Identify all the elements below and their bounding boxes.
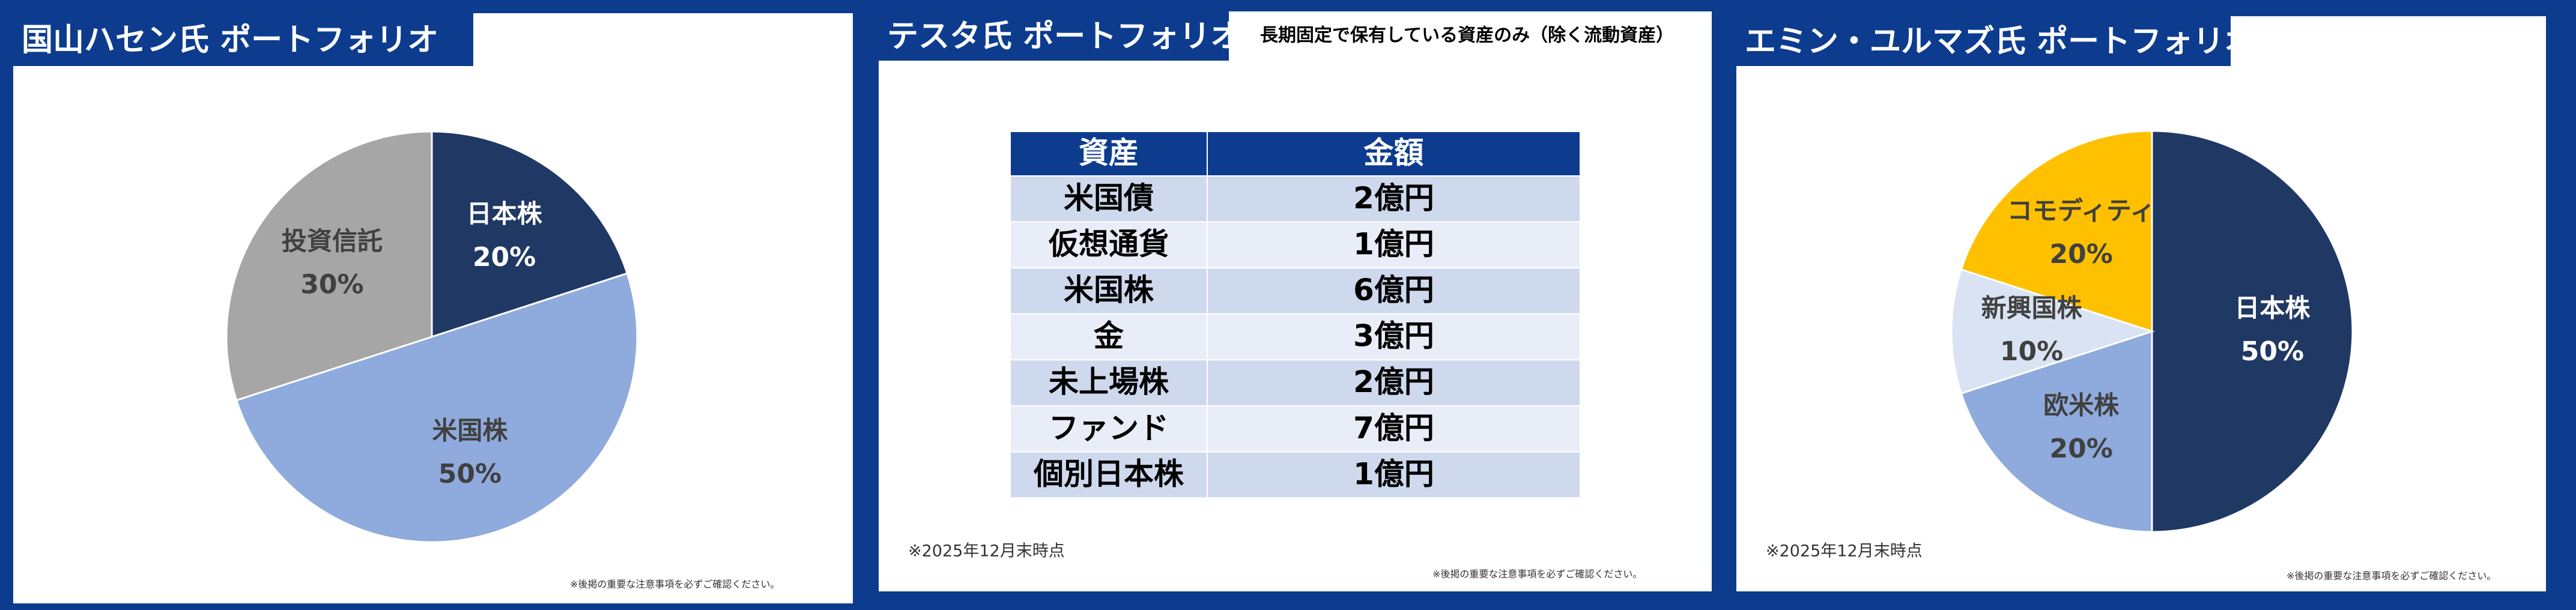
slice-label: 新興国株 [1981, 294, 2083, 323]
slice-value-label: 30% [300, 269, 363, 300]
table-cell-text: ファンド [1049, 411, 1169, 445]
table-cell [1207, 405, 1581, 453]
table-cell [1010, 359, 1208, 407]
table-cell-text: 未上場株 [1049, 364, 1169, 399]
slice-value-label: 20% [473, 242, 536, 273]
disclaimer: ※後掲の重要な注意事項を必ずご確認ください。 [2287, 570, 2496, 582]
table-cell-text: 3億円 [1353, 319, 1434, 354]
table-cell [1207, 359, 1581, 407]
disclaimer: ※後掲の重要な注意事項を必ずご確認ください。 [570, 579, 780, 590]
table-cell-text: 1億円 [1353, 456, 1434, 491]
table-cell-text: 仮想通貨 [1048, 226, 1169, 261]
title-tab [1736, 16, 2231, 66]
slice-value-label: 50% [2241, 336, 2304, 367]
table-cell-text: 個別日本株 [1033, 456, 1184, 491]
slice-label: 米国株 [432, 416, 508, 445]
table-cell [1207, 313, 1581, 361]
table-header: 金額 [1364, 136, 1424, 171]
table-cell [1207, 175, 1581, 223]
table-cell-text: 1億円 [1353, 226, 1434, 261]
table-header: 資産 [1079, 136, 1139, 171]
table-cell [1207, 267, 1581, 315]
table-cell [1010, 405, 1208, 453]
slice-value-label: 10% [2000, 336, 2063, 367]
table-cell-text: 6億円 [1353, 273, 1434, 307]
slice-label: 欧米株 [2043, 391, 2120, 420]
slice-label: コモディティ [2007, 196, 2156, 225]
table-cell-text: 米国株 [1064, 273, 1154, 307]
note: ※2025年12月末時点 [908, 542, 1065, 561]
table-cell [1207, 451, 1581, 499]
disclaimer: ※後掲の重要な注意事項を必ずご確認ください。 [1432, 569, 1642, 580]
table-cell-text: 2億円 [1353, 364, 1434, 399]
table-cell [1010, 267, 1208, 315]
note: ※2025年12月末時点 [1766, 542, 1923, 561]
table-cell-text: 2億円 [1353, 181, 1434, 216]
title-tab [13, 13, 473, 66]
pie-slice [431, 130, 629, 339]
title-tab [879, 11, 1229, 61]
slice-value-label: 20% [2050, 239, 2113, 270]
pie-slice [1960, 330, 2153, 533]
pie-slice [2151, 130, 2354, 533]
slice-label: 日本株 [467, 199, 543, 228]
panel-title: 国山ハセン氏 ポートフォリオ [22, 22, 438, 58]
table-cell-text: 米国債 [1064, 181, 1154, 216]
panel-title: エミン・ユルマズ氏 ポートフォリオ [1745, 24, 2255, 60]
slice-value-label: 50% [438, 459, 502, 489]
table-cell [1010, 451, 1208, 499]
panel-subtitle: 長期固定で保有している資産のみ（除く流動資産） [1260, 25, 1674, 46]
panel-title: テスタ氏 ポートフォリオ [887, 19, 1241, 55]
slice-value-label: 20% [2050, 433, 2113, 464]
slice-label: 投資信託 [282, 226, 383, 256]
pie-slice [235, 272, 638, 543]
slice-label: 日本株 [2234, 294, 2311, 323]
table-cell [1010, 221, 1208, 269]
pie-slice [1950, 268, 2155, 395]
table-cell [1010, 175, 1208, 223]
table-cell-text: 7億円 [1353, 411, 1434, 445]
table-cell [1207, 221, 1581, 269]
pie-slice [1960, 130, 2153, 333]
table-cell-text: 金 [1094, 319, 1124, 354]
pie-slice [225, 130, 433, 402]
